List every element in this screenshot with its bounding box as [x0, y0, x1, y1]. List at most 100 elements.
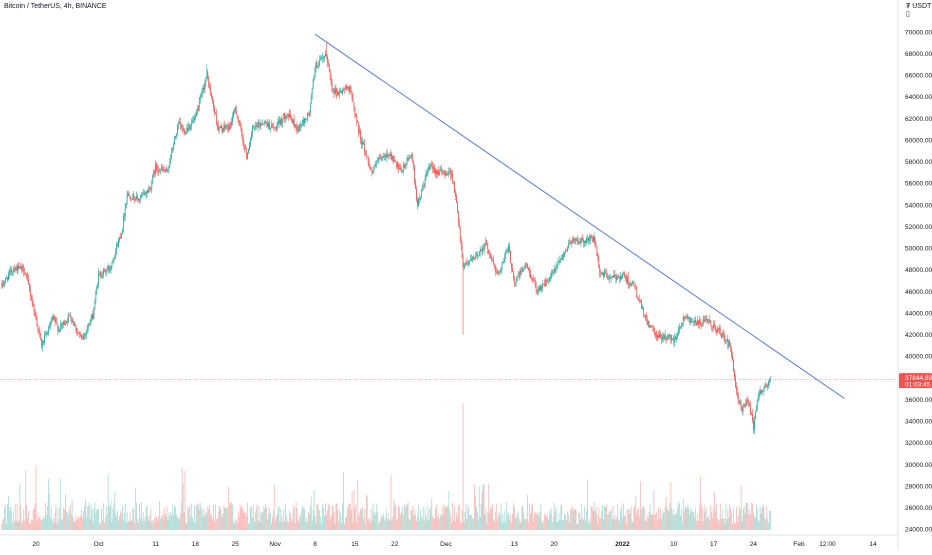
candle-body	[70, 316, 72, 321]
volume-bar	[718, 519, 720, 530]
candle-body	[561, 258, 563, 260]
candle-body	[306, 118, 307, 120]
volume-bar	[176, 514, 177, 530]
candle-body	[422, 185, 424, 188]
volume-bar	[36, 520, 38, 530]
volume-bar	[367, 519, 369, 530]
candle-body	[140, 195, 141, 199]
candle-body	[81, 335, 82, 339]
volume-bar	[506, 502, 508, 530]
candle-body	[369, 167, 371, 169]
time-axis-tick: 10	[670, 541, 678, 548]
candle-body	[595, 244, 597, 246]
candle-body	[99, 272, 101, 274]
volume-bar	[704, 511, 706, 530]
candle-body	[297, 130, 299, 132]
volume-bar	[256, 503, 258, 530]
volume-bar	[400, 514, 401, 530]
candle-body	[123, 216, 125, 217]
candle-body	[474, 257, 475, 259]
volume-bar	[739, 509, 741, 530]
candle-body	[490, 255, 492, 258]
price-axis[interactable]: 24000.0026000.0028000.0030000.0032000.00…	[905, 29, 932, 533]
time-axis[interactable]: 20 Oct 11 18 25 Nov 8 15 22 Dec 13 20 2022 10 17 24 Feb 1…	[32, 541, 877, 548]
candle-body	[752, 413, 753, 421]
price-tag-background	[899, 373, 932, 389]
candle-body	[233, 109, 235, 111]
candle-body	[664, 334, 666, 339]
volume-bar	[172, 504, 174, 530]
time-axis-tick: 12:00	[819, 541, 836, 548]
candle-body	[114, 256, 116, 259]
candle-body	[552, 272, 554, 273]
candle-body	[13, 268, 15, 271]
candle-body	[544, 283, 546, 287]
volume-bar	[755, 504, 757, 530]
currency-unit-label[interactable]: ₮ USDT ▯	[906, 3, 932, 18]
volume-bar	[249, 523, 250, 530]
candle-body	[642, 307, 644, 315]
time-axis-tick: 25	[232, 541, 240, 548]
volume-bar	[640, 481, 641, 530]
candle-body	[17, 265, 19, 272]
volume-bar	[262, 511, 264, 530]
candle-body	[367, 155, 369, 163]
trendline[interactable]	[314, 33, 845, 399]
volume-bar	[7, 503, 8, 530]
candle-body	[71, 320, 73, 321]
candle-body	[662, 336, 664, 339]
candle-body	[624, 277, 626, 279]
volume-bar	[382, 513, 384, 530]
volume-bar	[321, 523, 323, 530]
candle-body	[597, 255, 599, 258]
candle-body	[589, 235, 591, 242]
candle-body	[277, 122, 279, 126]
candle-body	[557, 261, 559, 265]
volume-bar	[85, 516, 87, 530]
candle-body	[298, 125, 300, 132]
volume-bar	[453, 520, 454, 530]
volume-bar	[382, 516, 383, 530]
candle-body	[101, 276, 102, 277]
candle-body	[102, 274, 103, 277]
price-tag-countdown: 01:03:45	[905, 382, 931, 389]
price-axis-tick: 68000.00	[905, 51, 932, 58]
volume-bar	[592, 510, 594, 530]
volume-bar	[200, 507, 202, 530]
candle-body	[318, 61, 320, 67]
volume-bar	[414, 509, 416, 530]
volume-bar	[124, 503, 126, 530]
volume-bar	[287, 520, 288, 530]
volume-bar	[221, 516, 223, 530]
candle-body	[532, 279, 534, 280]
volume-bar	[159, 500, 160, 530]
volume-bar	[585, 520, 586, 530]
candle-body	[614, 274, 616, 276]
volume-bar	[478, 486, 480, 530]
volume-bar	[611, 519, 613, 530]
candle-body	[289, 114, 291, 119]
volume-bar	[16, 503, 18, 530]
volume-bar	[158, 516, 159, 530]
candle-body	[273, 127, 275, 129]
volume-bar	[66, 512, 68, 530]
volume-bar	[511, 522, 512, 530]
volume-bar	[23, 508, 25, 530]
volume-bar	[435, 508, 436, 530]
candle-body	[481, 249, 483, 252]
candles[interactable]	[1, 42, 771, 435]
volume-bar	[766, 506, 768, 530]
volume-bar	[11, 523, 13, 530]
volume-bar	[41, 520, 43, 530]
volume-bar	[417, 516, 418, 530]
candle-body	[245, 148, 247, 150]
volume-bar	[473, 518, 474, 530]
candle-body	[695, 320, 696, 324]
candle-body	[553, 268, 555, 273]
volume-bar	[24, 521, 26, 530]
volume-bar	[386, 519, 388, 530]
volume-bar	[239, 504, 241, 530]
candle-body	[542, 283, 544, 288]
volume-bar	[146, 505, 148, 530]
